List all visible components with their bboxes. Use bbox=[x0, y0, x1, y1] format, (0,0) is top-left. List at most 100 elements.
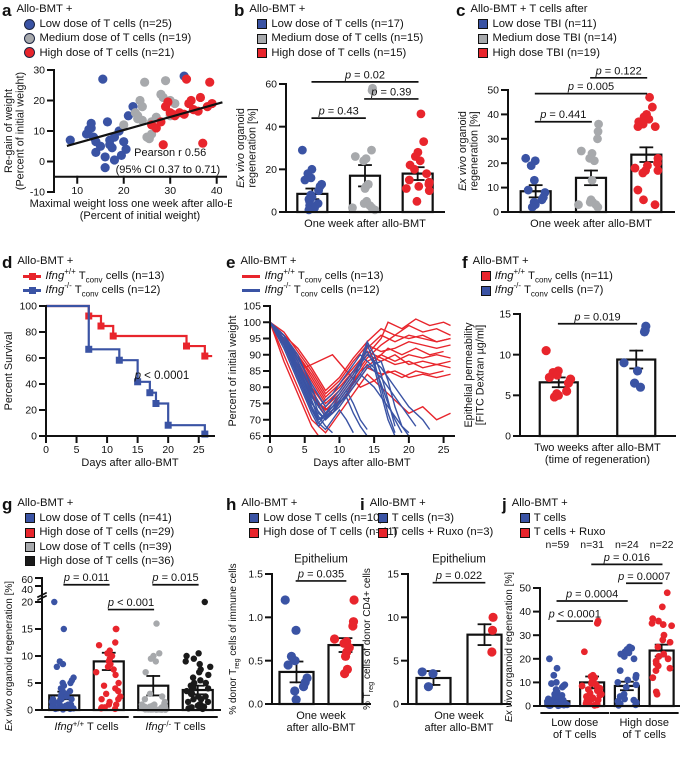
svg-text:Re-gain of weight: Re-gain of weight bbox=[3, 89, 15, 173]
svg-text:One week: One week bbox=[434, 710, 484, 722]
legend-item: High dose of T cells (n=36) bbox=[25, 554, 174, 568]
svg-text:15: 15 bbox=[387, 568, 399, 580]
svg-text:Ex vivo organoid: Ex vivo organoid bbox=[235, 108, 247, 188]
svg-text:80: 80 bbox=[249, 382, 261, 394]
panel-title: Allo-BMT + bbox=[249, 3, 306, 15]
svg-text:Days after allo-BMT: Days after allo-BMT bbox=[313, 457, 410, 469]
legend-label: Low dose TBI (n=11) bbox=[492, 18, 597, 31]
legend-item: Ifng-/- Tconv cells (n=7) bbox=[480, 282, 613, 298]
panel-legend: Allo-BMT + Low dose of T cells (n=25) Medi… bbox=[16, 2, 191, 60]
chart-c: p = 0.441 p = 0.005 p = 0.122 0 10 20 30 40 50 On… bbox=[457, 65, 675, 230]
svg-text:0: 0 bbox=[525, 700, 531, 712]
chart-a: Pearson r 0.56 (95% CI 0.37 to 0.71) -10 0 1… bbox=[3, 64, 232, 221]
svg-text:10: 10 bbox=[21, 651, 33, 663]
svg-text:Percent Survival: Percent Survival bbox=[3, 331, 15, 410]
svg-text:p = 0.441: p = 0.441 bbox=[539, 109, 586, 121]
svg-text:0: 0 bbox=[27, 705, 33, 717]
svg-text:40: 40 bbox=[265, 121, 277, 133]
legend-item: High dose of T cells (n=21) bbox=[24, 46, 191, 60]
svg-text:Ex vivo organoid regeneration: Ex vivo organoid regeneration [%] bbox=[504, 571, 515, 721]
svg-text:p = 0.02: p = 0.02 bbox=[344, 69, 385, 81]
svg-text:100: 100 bbox=[243, 317, 261, 329]
svg-text:Epithelium: Epithelium bbox=[294, 553, 348, 565]
svg-text:20: 20 bbox=[25, 404, 37, 416]
legend-marker-icon bbox=[23, 287, 42, 295]
legend-item: High dose TBI (n=19) bbox=[478, 46, 616, 60]
legend-label: Low dose of T cells (n=41) bbox=[39, 512, 172, 525]
svg-text:Days after allo-BMT: Days after allo-BMT bbox=[81, 457, 178, 469]
panel-j: j Allo-BMT + T cells T cells + Ruxo p < 0.00… bbox=[502, 496, 684, 746]
svg-text:10: 10 bbox=[499, 349, 511, 361]
svg-text:5: 5 bbox=[74, 444, 80, 456]
svg-text:50: 50 bbox=[519, 582, 531, 594]
legend-item: Low dose of T cells (n=17) bbox=[257, 17, 423, 31]
svg-text:25: 25 bbox=[438, 444, 450, 456]
legend-marker-square bbox=[28, 287, 36, 295]
svg-text:20: 20 bbox=[487, 158, 499, 170]
svg-text:of T cells: of T cells bbox=[553, 729, 597, 741]
legend-item: Ifng-/- Tconv cells (n=12) bbox=[23, 281, 164, 299]
svg-text:Maximal weight loss one week a: Maximal weight loss one week after allo-… bbox=[30, 198, 232, 210]
legend-label: High dose of T cells (n=11) bbox=[263, 526, 398, 539]
legend-label: Medium dose of T cells (n=19) bbox=[39, 32, 192, 45]
svg-text:Two weeks after allo-BMT: Two weeks after allo-BMT bbox=[534, 442, 661, 454]
panel-title: Allo-BMT + bbox=[369, 497, 426, 509]
panel-legend: Allo-BMT + Low dose T cells (n=10) High do… bbox=[241, 496, 397, 540]
panel-f: f Allo-BMT + Ifng+/+ Tconv cells (n=11) Ifn… bbox=[462, 254, 684, 476]
svg-text:(95% CI 0.37 to 0.71): (95% CI 0.37 to 0.71) bbox=[116, 164, 221, 176]
svg-text:One week after allo-BMT: One week after allo-BMT bbox=[530, 218, 652, 230]
svg-text:5: 5 bbox=[27, 678, 33, 690]
svg-text:p = 0.122: p = 0.122 bbox=[595, 65, 642, 77]
legend-item: Ifng-/- Tconv cells (n=12) bbox=[242, 281, 383, 299]
legend-label: T cells + Ruxo (n=3) bbox=[391, 526, 494, 539]
svg-text:85: 85 bbox=[249, 365, 261, 377]
chart-b: p = 0.43 p = 0.39 p = 0.02 0 20 40 60 One week … bbox=[235, 69, 445, 230]
svg-text:Ex vivo organoid: Ex vivo organoid bbox=[457, 111, 469, 191]
svg-text:n=31: n=31 bbox=[580, 540, 604, 551]
svg-text:p = 0.019: p = 0.019 bbox=[573, 311, 620, 323]
legend-item: Ifng+/+ Tconv cells (n=13) bbox=[23, 268, 164, 284]
legend-label: Ifng-/- Tconv cells (n=12) bbox=[264, 281, 380, 299]
svg-text:20: 20 bbox=[118, 185, 130, 197]
legend-label: Medium dose TBI (n=14) bbox=[492, 32, 617, 45]
legend-marker-icon bbox=[257, 47, 268, 58]
panel-d: d Allo-BMT + Ifng+/+ Tconv cells (n=13) Ifn… bbox=[2, 254, 224, 474]
legend-marker-icon bbox=[480, 271, 491, 282]
legend-label: Low dose of T cells (n=17) bbox=[271, 18, 404, 31]
svg-text:10: 10 bbox=[519, 677, 531, 689]
legend-marker-icon bbox=[24, 33, 36, 45]
panel-legend: Allo-BMT + Low dose of T cells (n=41) High… bbox=[17, 496, 174, 568]
chart-e: 65 70 75 80 85 90 95 100 105 0 5 10 15 20 25 Days after… bbox=[227, 300, 455, 469]
svg-text:Epithelial permeability: Epithelial permeability bbox=[463, 322, 475, 428]
panel-title: Allo-BMT + bbox=[472, 255, 529, 267]
svg-text:15: 15 bbox=[132, 444, 144, 456]
svg-text:n=24: n=24 bbox=[615, 540, 639, 551]
svg-text:(Percent of initial weight): (Percent of initial weight) bbox=[15, 72, 27, 190]
legend-label: Ifng-/- Tconv cells (n=12) bbox=[45, 281, 161, 299]
svg-text:One week: One week bbox=[296, 710, 346, 722]
legend-marker-icon bbox=[480, 285, 491, 296]
svg-text:25: 25 bbox=[193, 444, 205, 456]
svg-text:30: 30 bbox=[487, 133, 499, 145]
legend-marker-icon bbox=[519, 513, 530, 524]
legend-item: Low dose of T cells (n=39) bbox=[25, 540, 174, 554]
svg-text:60: 60 bbox=[25, 352, 37, 364]
chart-h: p = 0.035 Epithelium 0.0 0.5 1.0 1.5 One weeka… bbox=[228, 553, 371, 734]
panel-title: Allo-BMT + T cells after bbox=[470, 3, 588, 15]
legend-marker-icon bbox=[25, 513, 36, 524]
legend-item: T cells + Ruxo bbox=[519, 525, 605, 539]
svg-text:p = 0.015: p = 0.015 bbox=[151, 572, 198, 584]
legend-label: Ifng+/+ Tconv cells (n=11) bbox=[494, 267, 613, 285]
panel-letter: h bbox=[226, 495, 237, 514]
svg-text:30: 30 bbox=[164, 185, 176, 197]
svg-text:p = 0.005: p = 0.005 bbox=[567, 81, 614, 93]
svg-text:Pearson r 0.56: Pearson r 0.56 bbox=[134, 147, 206, 159]
svg-text:10: 10 bbox=[33, 125, 45, 137]
legend-marker-icon bbox=[25, 527, 36, 538]
svg-text:n=59: n=59 bbox=[546, 540, 570, 551]
panel-letter: g bbox=[2, 495, 13, 514]
panel-legend: Allo-BMT + Ifng+/+ Tconv cells (n=13) Ifng… bbox=[17, 254, 164, 298]
legend-marker-icon bbox=[24, 18, 36, 30]
legend-item: Ifng+/+ Tconv cells (n=13) bbox=[242, 268, 384, 284]
svg-text:0: 0 bbox=[31, 430, 37, 442]
